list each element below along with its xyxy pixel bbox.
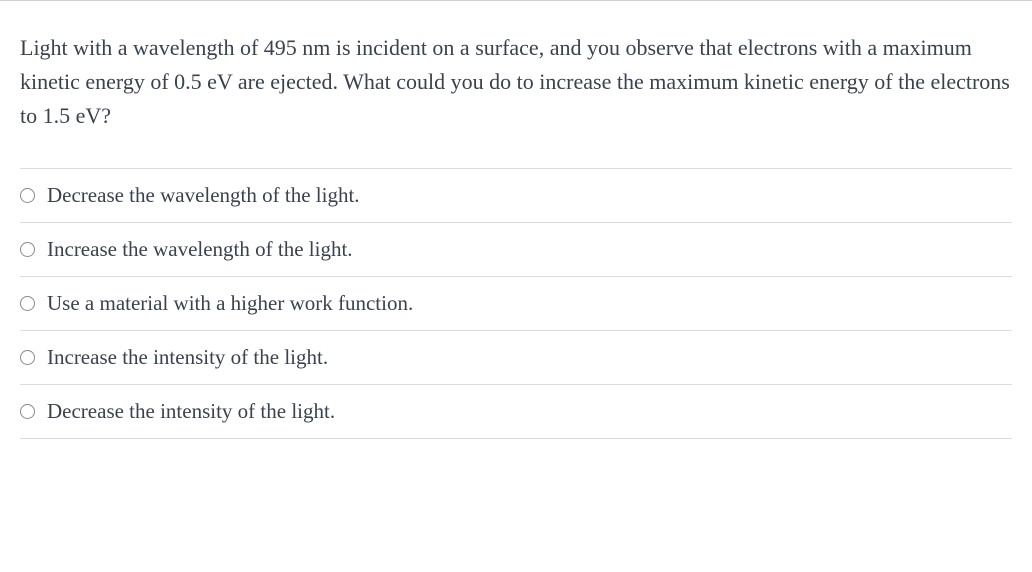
option-label: Decrease the wavelength of the light. xyxy=(47,183,360,208)
radio-icon[interactable] xyxy=(20,188,35,203)
option-row[interactable]: Decrease the intensity of the light. xyxy=(20,384,1012,439)
option-row[interactable]: Increase the wavelength of the light. xyxy=(20,222,1012,276)
options-list: Decrease the wavelength of the light. In… xyxy=(20,168,1012,439)
radio-icon[interactable] xyxy=(20,296,35,311)
option-row[interactable]: Use a material with a higher work functi… xyxy=(20,276,1012,330)
option-label: Use a material with a higher work functi… xyxy=(47,291,413,316)
option-label: Increase the wavelength of the light. xyxy=(47,237,353,262)
radio-icon[interactable] xyxy=(20,350,35,365)
radio-icon[interactable] xyxy=(20,404,35,419)
option-row[interactable]: Decrease the wavelength of the light. xyxy=(20,168,1012,222)
question-container: Light with a wavelength of 495 nm is inc… xyxy=(0,0,1032,459)
question-text: Light with a wavelength of 495 nm is inc… xyxy=(20,31,1012,133)
option-row[interactable]: Increase the intensity of the light. xyxy=(20,330,1012,384)
option-label: Increase the intensity of the light. xyxy=(47,345,328,370)
option-label: Decrease the intensity of the light. xyxy=(47,399,335,424)
radio-icon[interactable] xyxy=(20,242,35,257)
